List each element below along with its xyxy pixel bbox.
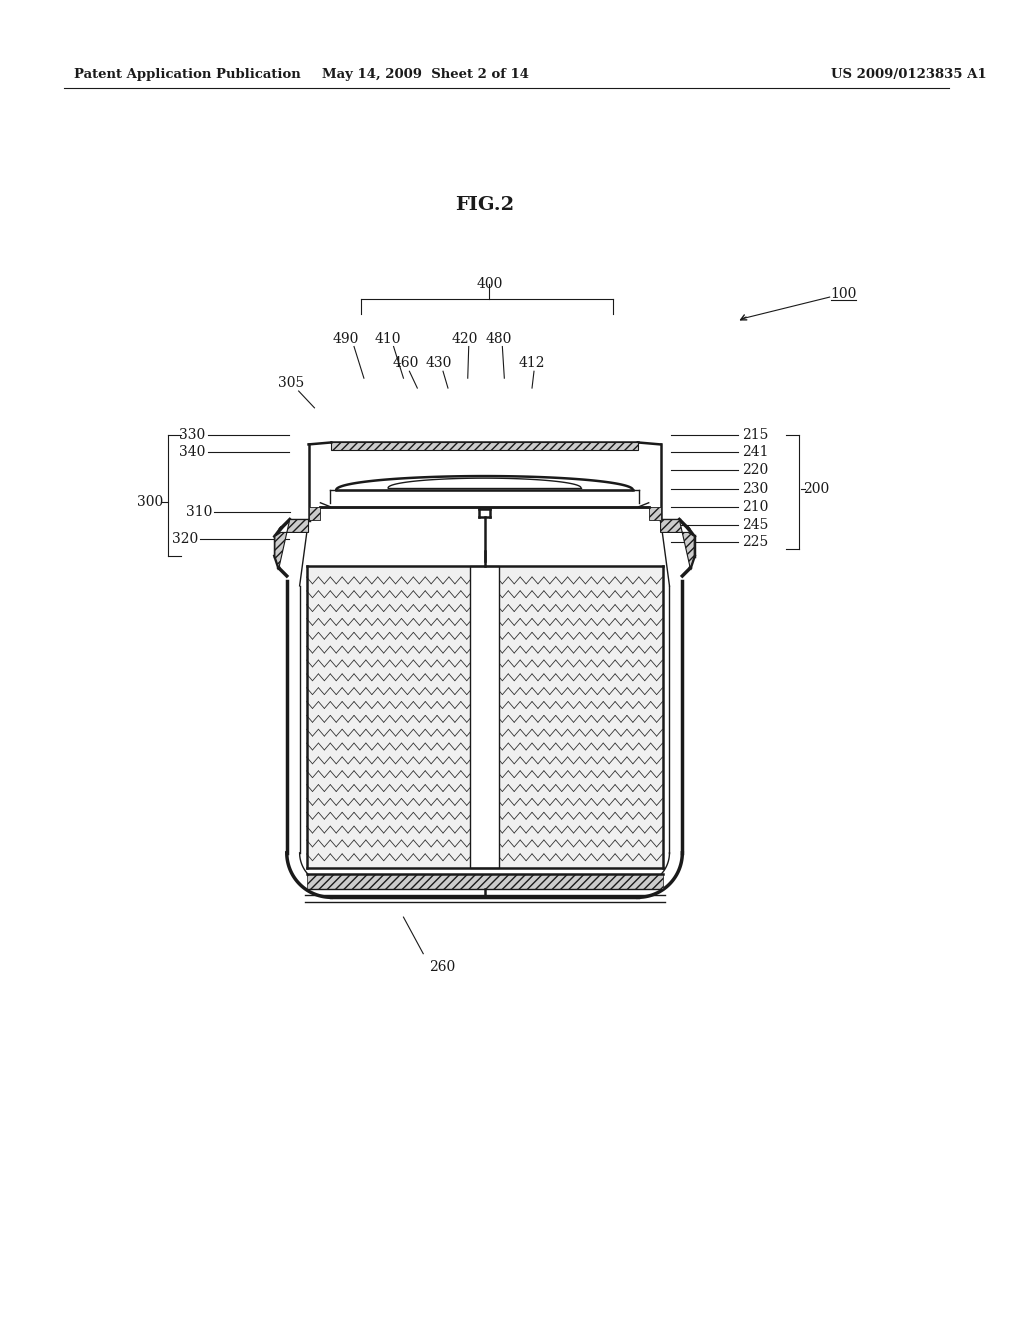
Text: 310: 310 (186, 504, 213, 519)
Text: 200: 200 (803, 482, 829, 496)
Polygon shape (649, 507, 660, 520)
Bar (306, 874, 663, 890)
Text: May 14, 2009  Sheet 2 of 14: May 14, 2009 Sheet 2 of 14 (322, 69, 528, 81)
Bar (470, 566, 500, 867)
Text: 220: 220 (741, 463, 768, 477)
Text: 230: 230 (741, 482, 768, 496)
Text: 225: 225 (741, 536, 768, 549)
Text: 430: 430 (426, 356, 453, 371)
Text: 420: 420 (452, 331, 478, 346)
Text: 320: 320 (172, 532, 198, 546)
Text: US 2009/0123835 A1: US 2009/0123835 A1 (830, 69, 986, 81)
Text: 100: 100 (830, 288, 857, 301)
Text: 300: 300 (137, 495, 163, 508)
Text: FIG.2: FIG.2 (455, 197, 514, 214)
Text: 480: 480 (485, 331, 512, 346)
Text: 215: 215 (741, 428, 768, 441)
Text: 245: 245 (741, 517, 768, 532)
Text: 241: 241 (741, 445, 768, 459)
Text: 340: 340 (179, 445, 206, 459)
Text: 490: 490 (333, 331, 359, 346)
Text: 305: 305 (278, 376, 304, 391)
Text: 400: 400 (476, 277, 503, 292)
Polygon shape (274, 520, 308, 568)
Text: 412: 412 (519, 356, 545, 371)
Text: 260: 260 (429, 960, 455, 974)
Text: 410: 410 (375, 331, 400, 346)
Text: 330: 330 (179, 428, 206, 441)
Text: 210: 210 (741, 500, 768, 513)
Bar (306, 566, 663, 867)
Polygon shape (308, 507, 321, 520)
Text: Patent Application Publication: Patent Application Publication (74, 69, 301, 81)
Polygon shape (660, 520, 694, 568)
Polygon shape (332, 442, 638, 450)
Text: 460: 460 (392, 356, 419, 371)
